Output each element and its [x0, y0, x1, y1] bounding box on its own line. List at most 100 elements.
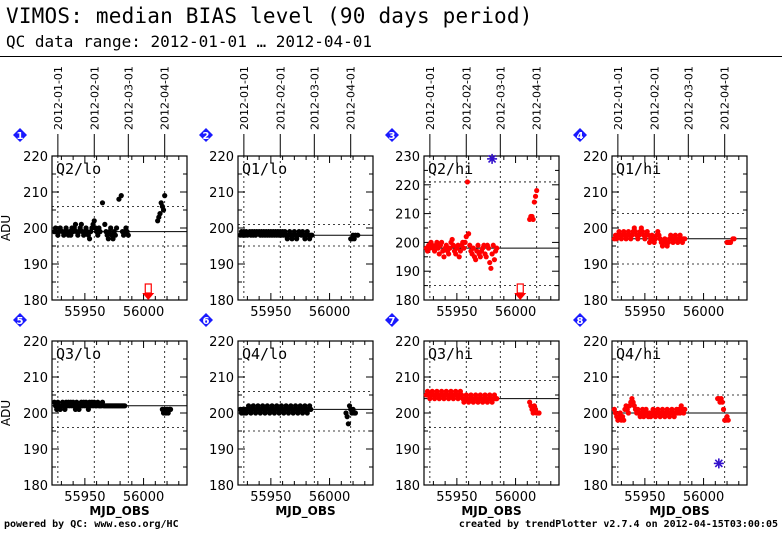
x-tick-label: 56000 — [495, 490, 536, 505]
y-tick-label: 190 — [583, 258, 608, 273]
x-axis-label: MJD_OBS — [275, 504, 335, 519]
x-tick-label: 55950 — [436, 490, 477, 505]
y-tick-label: 230 — [395, 150, 420, 165]
data-point — [345, 421, 351, 427]
panel-label: Q1/lo — [242, 160, 287, 178]
data-point — [449, 236, 455, 243]
date-tick-label: 2012-02-01 — [648, 66, 661, 130]
y-tick-label: 190 — [209, 443, 234, 458]
y-tick-label: 200 — [209, 222, 234, 237]
panel-badge-number: 5 — [17, 316, 24, 327]
date-tick-label: 2012-03-01 — [122, 66, 135, 130]
data-point — [352, 410, 358, 416]
outlier-arrow-head — [142, 293, 155, 300]
date-tick-label: 2012-03-01 — [494, 66, 507, 130]
y-tick-label: 220 — [209, 335, 234, 350]
data-point — [157, 211, 163, 217]
data-point — [487, 259, 493, 266]
x-tick-label: 55950 — [64, 305, 105, 320]
data-point — [456, 254, 462, 260]
panel-label: Q4/lo — [242, 345, 287, 363]
data-point — [536, 410, 542, 416]
data-point — [355, 232, 361, 238]
y-tick-label: 220 — [395, 179, 420, 194]
y-tick-label: 200 — [23, 222, 48, 237]
data-point — [99, 200, 106, 206]
date-tick-label: 2012-04-01 — [531, 66, 544, 130]
date-tick-label: 2012-03-01 — [308, 66, 321, 130]
panel-badge-number: 4 — [577, 131, 584, 142]
data-point — [725, 417, 731, 423]
y-tick-label: 210 — [23, 186, 48, 201]
data-point — [470, 245, 476, 251]
date-tick-label: 2012-04-01 — [159, 66, 172, 130]
data-point — [309, 232, 315, 238]
y-tick-label: 200 — [395, 407, 420, 422]
y-tick-label: 210 — [395, 208, 420, 223]
y-tick-label: 210 — [395, 371, 420, 386]
panel-badge-number: 7 — [389, 316, 396, 327]
data-point — [483, 254, 489, 260]
data-point — [436, 251, 442, 257]
data-point — [447, 245, 453, 251]
outlier-arrow-head — [514, 293, 527, 300]
panel-label: Q1/hi — [616, 160, 661, 178]
x-tick-label: 56000 — [309, 490, 350, 505]
data-point — [344, 414, 350, 420]
panel-badge — [13, 128, 27, 142]
y-tick-label: 220 — [583, 335, 608, 350]
panel-label: Q4/hi — [616, 345, 661, 363]
y-tick-label: 210 — [209, 186, 234, 201]
data-point — [431, 248, 438, 254]
data-point — [494, 396, 500, 402]
data-point — [443, 242, 449, 248]
x-tick-label: 55950 — [624, 490, 665, 505]
date-tick-label: 2012-02-01 — [274, 66, 287, 130]
data-point — [113, 225, 120, 231]
data-point — [122, 403, 128, 409]
y-tick-label: 220 — [395, 335, 420, 350]
data-point — [112, 232, 118, 238]
panel-badge — [573, 313, 587, 327]
y-tick-label: 190 — [583, 443, 608, 458]
date-tick-label: 2012-01-01 — [612, 66, 625, 130]
data-point — [485, 245, 492, 251]
panel-badge-number: 2 — [203, 131, 210, 142]
date-tick-label: 2012-02-01 — [88, 66, 101, 130]
data-point — [488, 265, 494, 271]
date-tick-label: 2012-03-01 — [682, 66, 695, 130]
data-point — [78, 221, 84, 227]
data-point — [467, 242, 473, 248]
x-tick-label: 56000 — [683, 490, 724, 505]
data-point — [446, 251, 452, 257]
panel-label: Q2/hi — [428, 160, 473, 178]
panel-badge — [13, 313, 27, 327]
chart-panel-4: 2012-01-01 2012-02-01 2012-03-01 2012-04-01… — [573, 66, 748, 320]
date-tick-label: 2012-04-01 — [719, 66, 732, 130]
special-marker-star — [713, 458, 724, 469]
x-tick-label: 56000 — [495, 305, 536, 320]
data-point — [434, 239, 440, 245]
data-point — [457, 248, 463, 254]
y-tick-label: 200 — [583, 407, 608, 422]
data-point — [490, 242, 496, 248]
y-tick-label: 180 — [583, 479, 608, 494]
y-tick-label: 220 — [23, 150, 48, 165]
chart-panel-1: 2012-01-01 2012-02-01 2012-03-01 2012-04-01… — [0, 66, 188, 320]
y-tick-label: 180 — [23, 294, 48, 309]
y-tick-label: 200 — [209, 407, 234, 422]
y-tick-label: 210 — [583, 371, 608, 386]
data-point — [477, 254, 483, 260]
panel-label: Q2/lo — [56, 160, 101, 178]
y-tick-label: 190 — [395, 443, 420, 458]
y-tick-label: 190 — [209, 258, 234, 273]
data-point — [532, 193, 539, 199]
data-point — [530, 216, 536, 222]
data-point — [125, 232, 131, 238]
y-tick-label: 200 — [583, 222, 608, 237]
data-point — [108, 225, 114, 231]
date-tick-label: 2012-02-01 — [460, 66, 473, 130]
outlier-arrow-shaft — [144, 283, 152, 294]
x-tick-label: 56000 — [123, 305, 164, 320]
x-axis-label: MJD_OBS — [461, 504, 521, 519]
